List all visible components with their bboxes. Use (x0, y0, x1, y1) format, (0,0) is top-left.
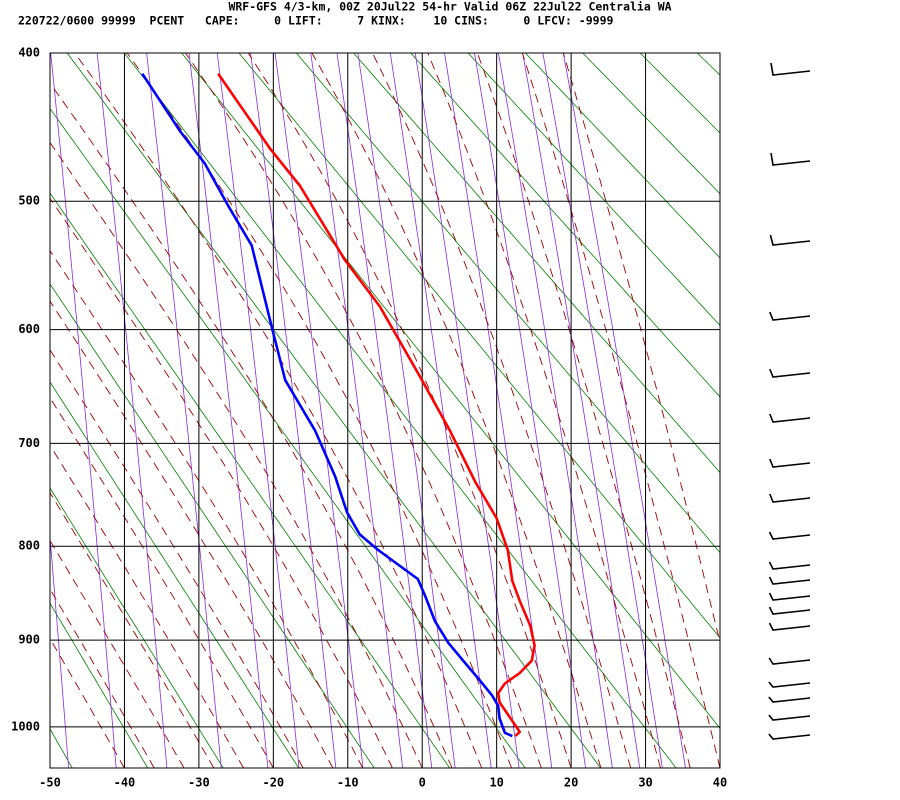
chart-title: WRF-GFS 4/3-km, 00Z 20Jul22 54-hr Valid … (228, 0, 671, 14)
background-lines (50, 53, 900, 768)
moist-adiabat (311, 53, 602, 768)
moist-adiabat (372, 53, 632, 768)
wind-barbs (768, 62, 811, 740)
dry-adiabat (812, 53, 900, 768)
y-tick-label: 400 (18, 46, 40, 60)
mixing-ratio-line (542, 53, 663, 768)
mixing-ratio-line (274, 53, 364, 768)
dry-adiabat (353, 53, 720, 474)
x-tick-label: -30 (188, 776, 210, 790)
moist-adiabat (50, 444, 244, 768)
dry-adiabat (869, 53, 900, 768)
mixing-ratio-line (336, 53, 433, 768)
wind-barb (769, 413, 811, 423)
moist-adiabat (50, 539, 185, 768)
dry-adiabat (755, 53, 900, 768)
dry-adiabat (181, 53, 720, 729)
dry-adiabat (50, 602, 149, 768)
y-tick-label: 700 (18, 436, 40, 450)
moist-adiabat (50, 197, 393, 768)
moist-adiabat (50, 349, 304, 768)
moist-adiabat (185, 53, 542, 768)
wind-barb (768, 681, 811, 688)
moist-adiabat (521, 53, 720, 768)
dry-adiabat (124, 53, 677, 768)
dry-adiabat (582, 53, 720, 195)
mixing-ratio-line (498, 53, 613, 768)
dry-adiabat (525, 53, 720, 259)
wind-barb (768, 622, 811, 631)
mixing-ratio-line (522, 53, 641, 768)
moist-adiabat (126, 53, 513, 768)
mixing-ratio-line (250, 53, 337, 768)
wind-barb (768, 592, 811, 601)
dry-adiabat (238, 53, 720, 639)
moist-adiabat (50, 141, 423, 768)
x-tick-label: -10 (337, 776, 359, 790)
x-tick-label: 40 (713, 776, 727, 790)
moist-adiabat (74, 53, 483, 768)
x-tick-label: -50 (39, 776, 61, 790)
moist-adiabat (50, 588, 155, 768)
moist-adiabat (50, 397, 274, 768)
y-tick-label: 800 (18, 539, 40, 553)
wind-barb (769, 311, 811, 321)
mixing-ratio-line (146, 53, 222, 768)
mixing-ratio-line (310, 53, 404, 768)
wind-barb (768, 696, 811, 703)
dry-adiabat (50, 487, 224, 768)
mixing-ratio-line (188, 53, 269, 768)
wind-barb (768, 576, 811, 585)
moist-adiabat (50, 82, 453, 768)
moist-adiabat (562, 53, 720, 645)
mixing-ratio-line (444, 53, 553, 768)
dry-adiabat (467, 53, 720, 327)
wind-barb (768, 531, 811, 540)
y-tick-label: 900 (18, 633, 40, 647)
wind-barb (770, 152, 811, 166)
profile-line (217, 72, 536, 738)
x-tick-label: 30 (638, 776, 652, 790)
mixing-ratio-line (50, 532, 69, 768)
plot-frame (49, 52, 721, 769)
wind-barb (769, 493, 811, 503)
y-tick-label: 600 (18, 322, 40, 336)
y-tick-label: 500 (18, 194, 40, 208)
mixing-ratio-line (96, 53, 168, 768)
dry-adiabat (50, 381, 300, 768)
y-tick-label: 1000 (11, 719, 40, 733)
x-tick-label: 0 (419, 776, 426, 790)
mixing-ratio-line (50, 53, 117, 768)
wind-barb (768, 714, 811, 721)
mixing-ratio-line (562, 53, 686, 768)
wind-barb (769, 368, 811, 378)
moist-adiabat (247, 53, 572, 768)
wind-barb (769, 458, 811, 468)
wind-barb (769, 234, 811, 246)
x-tick-label: 10 (489, 776, 503, 790)
moist-adiabat (427, 53, 661, 768)
moist-adiabat (50, 300, 334, 768)
dry-adiabat (66, 53, 601, 768)
wind-barb (768, 606, 811, 615)
mixing-ratio-line (414, 53, 520, 768)
dry-adiabat (295, 53, 720, 554)
profile-line (141, 72, 513, 738)
moist-adiabat (476, 53, 691, 768)
wind-barb (768, 561, 811, 570)
wind-barb (768, 657, 811, 665)
x-tick-label: 20 (564, 776, 578, 790)
dry-adiabat (50, 283, 375, 768)
dry-adiabat (410, 53, 720, 398)
chart-subtitle: 220722/0600 99999 PCENT CAPE: 0 LIFT: 7 … (18, 14, 614, 28)
wind-barb (770, 62, 811, 76)
x-tick-label: -40 (114, 776, 136, 790)
mixing-ratio-line (389, 53, 492, 768)
wind-barb (768, 733, 811, 740)
dry-adiabat (50, 192, 451, 768)
moist-adiabat (50, 491, 215, 768)
x-tick-label: -20 (262, 776, 284, 790)
